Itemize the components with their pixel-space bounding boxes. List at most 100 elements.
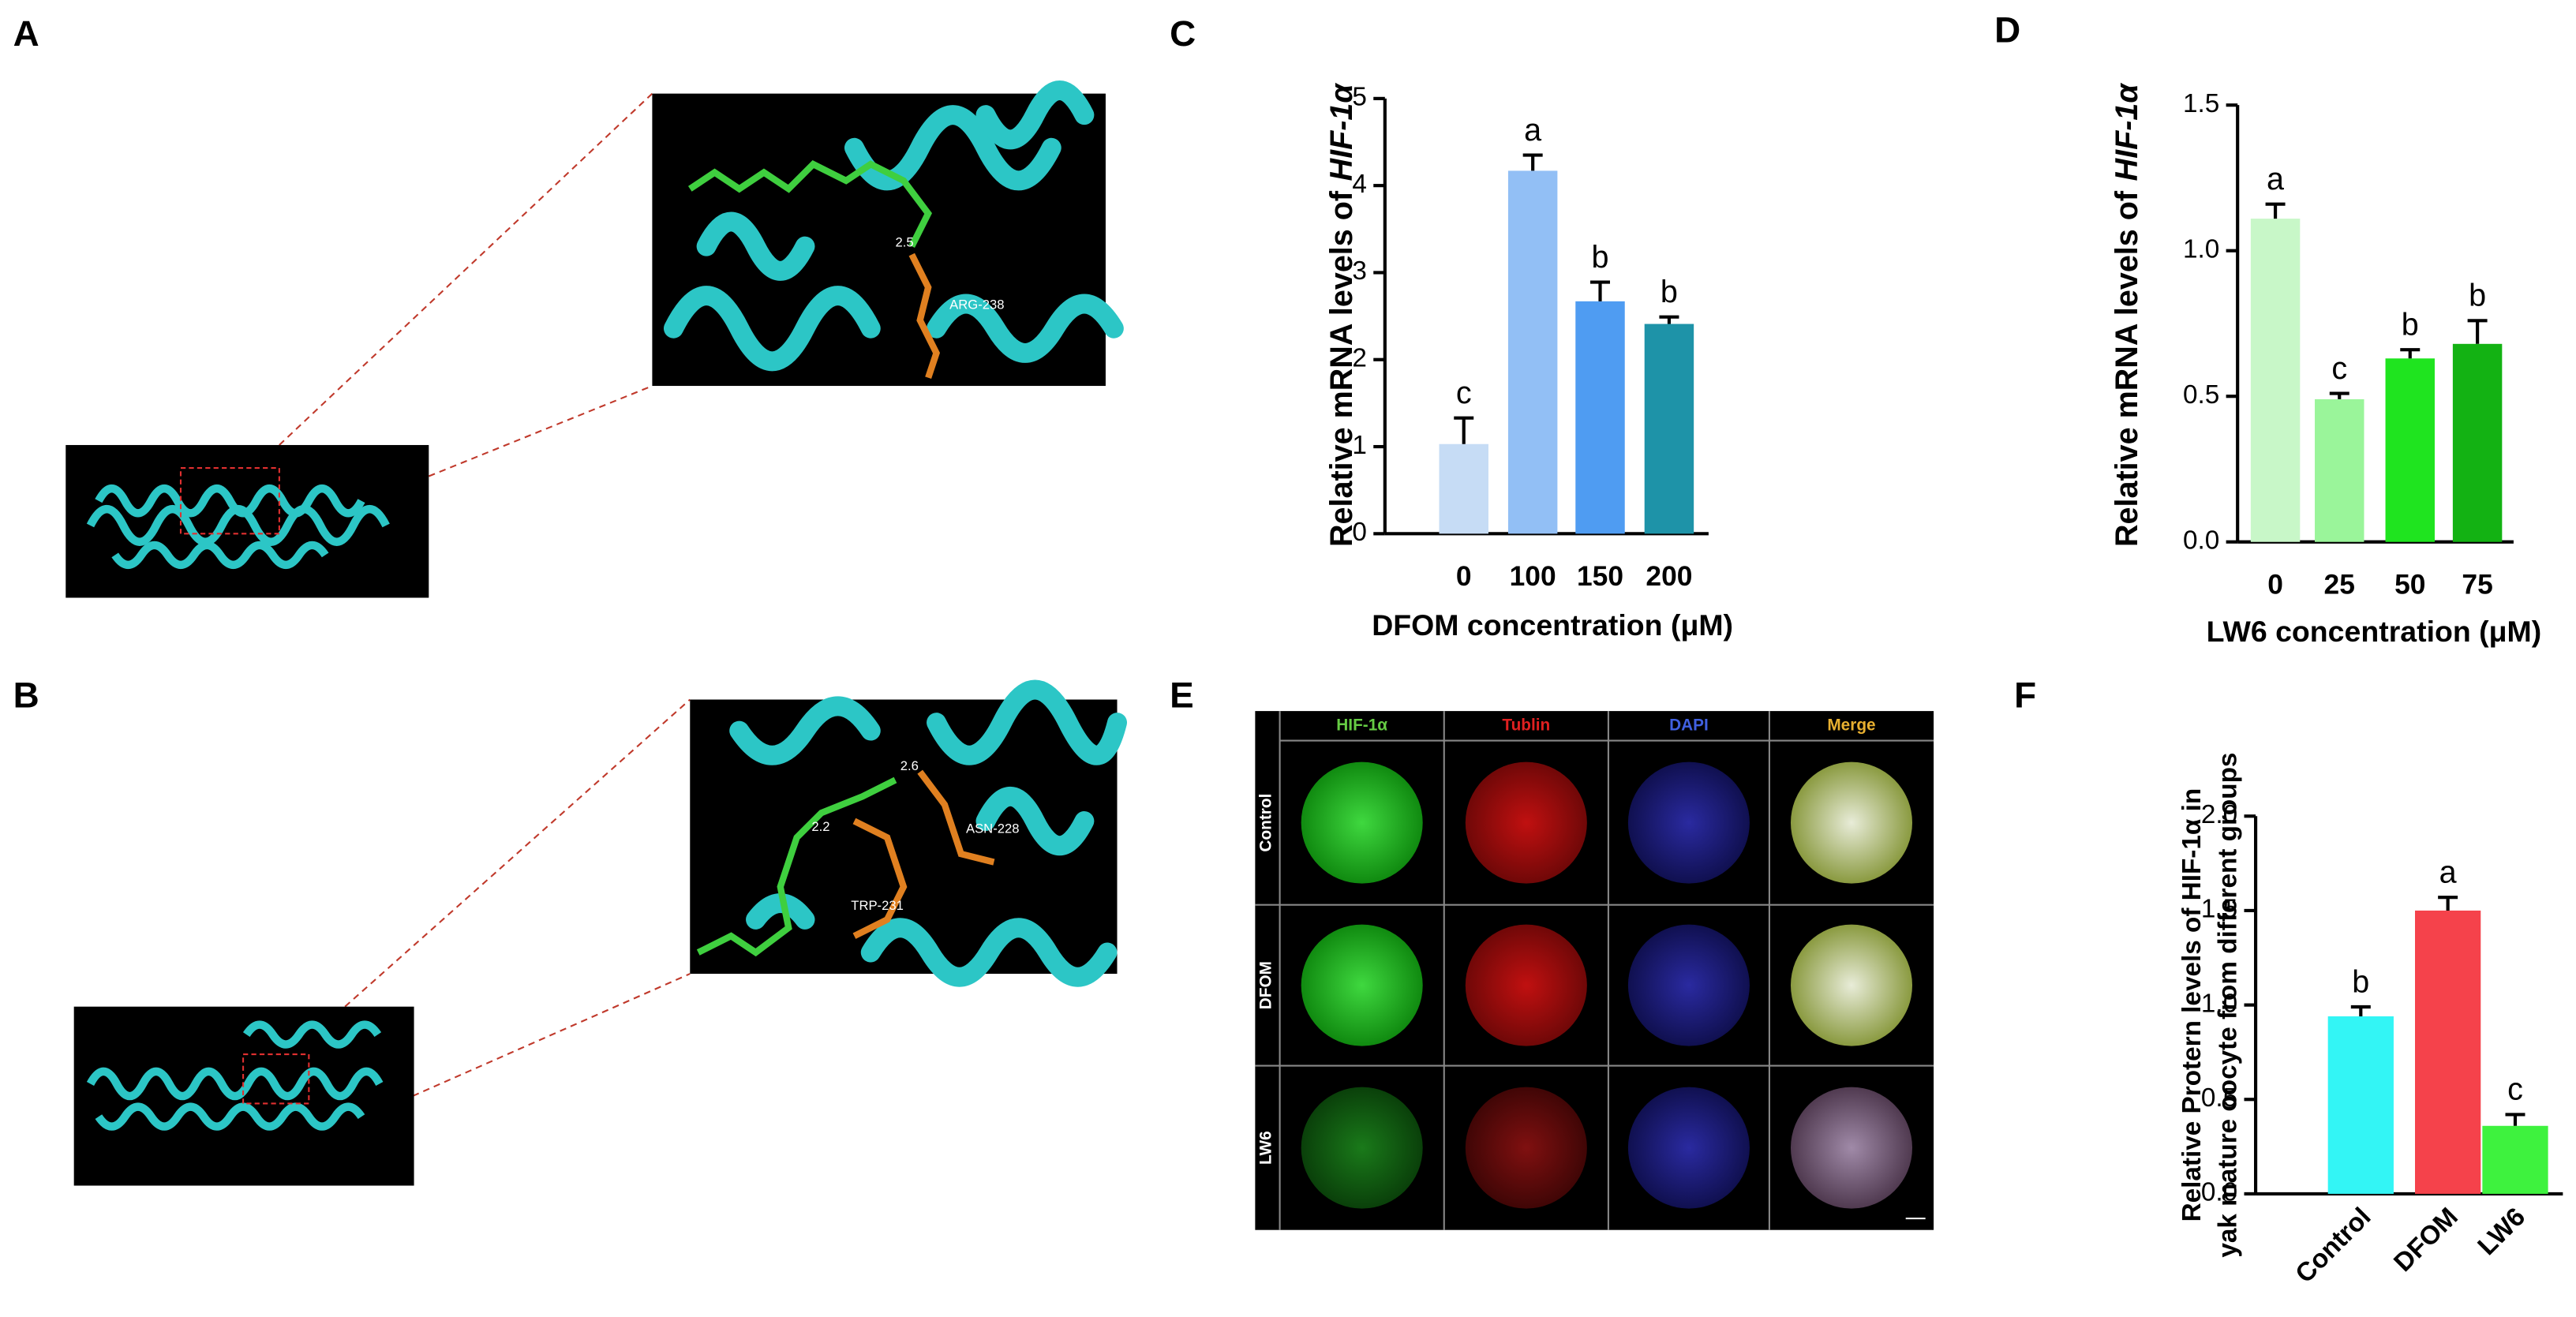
error-bar [2505,1113,2525,1126]
x-axis-title: LW6 concentration (μM) [2207,615,2542,648]
significance-letter: c [1456,376,1472,410]
residue-label: ARG-238 [949,297,1004,312]
y-axis-title-gene: HIF-1α [2110,83,2144,181]
y-tick-label: 1.5 [2201,895,2237,924]
error-bar [2400,348,2421,359]
bar [2482,1125,2548,1194]
distance-label: 2.5 [895,234,913,249]
bar [2327,1016,2394,1194]
zoom-line [428,385,653,477]
bar [1439,443,1488,534]
x-tick-label: 0 [1456,561,1472,592]
significance-letter: b [2402,307,2419,342]
significance-letter: a [2267,162,2284,196]
y-tick-label: 4 [1352,170,1367,199]
zoom-box [179,467,280,535]
bar [2315,398,2364,542]
x-tick-label: 100 [1510,561,1556,592]
significance-letter: b [2352,964,2369,999]
significance-letter: b [2469,279,2486,313]
zoom-line [279,92,653,446]
protein-helices [86,485,390,569]
significance-letter: a [2439,855,2457,889]
y-axis-title-text: Relative mRNA levels of [2110,190,2144,547]
y-tick-label: 1.5 [2183,89,2219,118]
row-label: DFOM [1256,961,1275,1009]
bar [2385,358,2435,542]
distance-label: 2.2 [811,819,829,834]
bar [2415,910,2481,1194]
error-bar [2467,319,2488,344]
bar [2250,219,2301,542]
y-tick-label: 3 [1352,256,1367,286]
significance-letter: b [1592,240,1609,275]
residue-label: TRP-231 [851,898,904,913]
y-axis-title-gene: HIF-1α [1324,83,1359,181]
significance-letter: a [1524,113,1541,148]
error-bar [1454,416,1474,444]
column-header: HIF-1α [1336,716,1387,734]
ligand [687,160,941,379]
error-bar [2329,391,2349,399]
x-tick-label: LW6 [2473,1203,2532,1262]
y-axis-title: Relative Protern levels of HIF-1α in [2177,788,2207,1222]
y-tick-label: 1.0 [2183,235,2219,264]
protein-helices [663,80,1124,372]
x-tick-label: 0 [2267,569,2283,600]
y-tick-label: 2 [1352,344,1367,373]
significance-letter: b [1661,275,1678,309]
protein-overview [66,444,429,598]
oocytes [1301,761,1913,1209]
row-label: LW6 [1256,1131,1275,1165]
panel-label: E [1170,675,1194,716]
x-tick-label: 75 [2462,569,2492,600]
y-tick-label: 1.0 [2201,989,2237,1018]
ligand [696,769,995,957]
error-bar [2265,202,2286,219]
x-tick-label: 50 [2394,569,2425,600]
y-axis-title: Relative mRNA levels of HIF-1α [2110,83,2144,547]
error-bar [1659,315,1679,324]
column-header: Tublin [1502,716,1550,734]
zoom-line [344,698,691,1008]
significance-letter: c [2331,351,2347,386]
bar [1644,324,1694,534]
column-header: Merge [1827,716,1875,734]
docking-b: 2.6 ASN-228 2.2 TRP-231 [73,679,1127,1186]
x-tick-label: 150 [1577,561,1623,592]
y-tick-label: 0 [1352,518,1367,547]
y-tick-label: 0.0 [2201,1178,2237,1207]
y-tick-label: 0.0 [2183,526,2219,556]
error-bar [2438,896,2458,911]
distance-label: 2.6 [900,758,919,773]
error-bar [1522,153,1543,171]
x-axis-title: DFOM concentration (μM) [1372,608,1733,642]
y-tick-label: 0.5 [2183,380,2219,410]
panel-label: C [1170,13,1196,54]
y-axis-title: yak mature oocyte from different groups [2214,753,2243,1258]
x-tick-label: 200 [1646,561,1692,592]
bar [1575,301,1625,534]
error-bar [1590,280,1610,301]
row-label: Control [1256,794,1275,852]
y-axis-title-text: Relative mRNA levels of [1324,190,1359,547]
x-tick-label: Control [2290,1203,2377,1289]
y-tick-label: 5 [1352,83,1367,112]
panel-label: F [2014,675,2036,716]
panel-label: A [13,13,39,54]
column-header: DAPI [1669,716,1709,734]
bar [1507,170,1558,534]
y-tick-label: 2.0 [2201,800,2237,829]
significance-letter: c [2507,1072,2523,1107]
y-axis-title: Relative mRNA levels of HIF-1α [1324,83,1359,547]
docking-a: 2.5 ARG-238 [66,80,1124,598]
immunofluorescence: HIF-1α Tublin DAPI Merge Control DFOM LW… [1255,711,1934,1230]
zoom-box [242,1053,310,1105]
x-tick-label: 25 [2324,569,2355,600]
panel-label: D [1994,10,2020,51]
grid-lines [1255,711,1934,1230]
zoom-line [328,973,691,1134]
protein-zoom [652,93,1106,387]
bar [2452,343,2503,542]
